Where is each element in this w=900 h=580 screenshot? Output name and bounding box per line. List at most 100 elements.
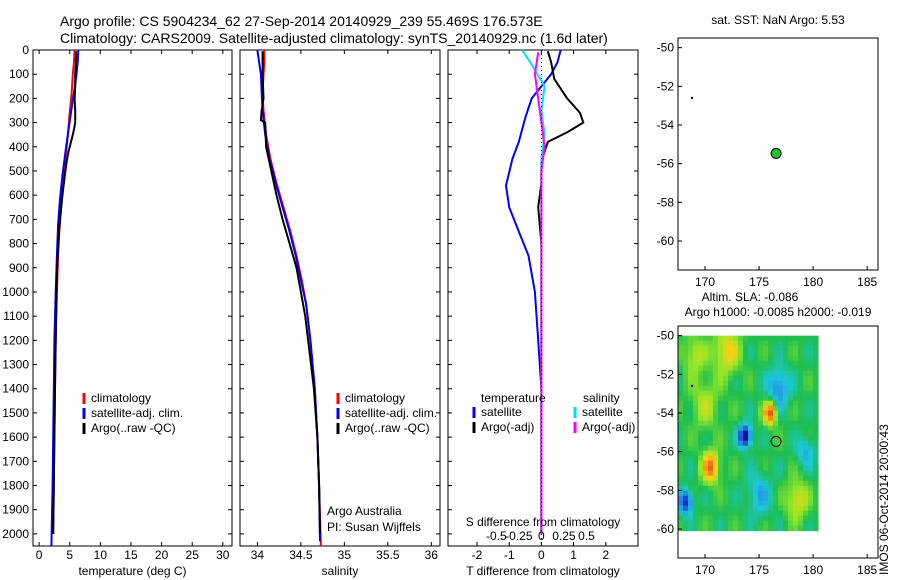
sla-cell [688, 470, 694, 477]
sla-cell [738, 370, 744, 377]
sla-cell [683, 485, 689, 492]
sla-cell [763, 405, 769, 412]
salinity-xtick-label: 35.5 [376, 548, 400, 562]
sla-cell [773, 520, 779, 527]
sla-cell [723, 345, 729, 352]
sla-cell [808, 390, 814, 397]
sla-cell [688, 350, 694, 357]
temperature-ytick-label: 1800 [2, 479, 29, 493]
sla-cell [708, 500, 714, 507]
sla-cell [743, 520, 749, 527]
sla-cell [683, 520, 689, 527]
sla-cell [798, 525, 804, 532]
difference-xtick-label: 1 [570, 548, 577, 562]
sla-cell [713, 490, 719, 497]
sla-cell [783, 350, 789, 357]
sla-cell [678, 520, 684, 527]
sla-cell [768, 380, 774, 387]
sla-cell [708, 340, 714, 347]
sla-cell [793, 490, 799, 497]
sla-cell [683, 430, 689, 437]
sla-cell [773, 440, 779, 447]
sla-cell [783, 370, 789, 377]
sla-cell [763, 390, 769, 397]
sla-cell [758, 430, 764, 437]
sla-cell [728, 370, 734, 377]
sla-cell [723, 480, 729, 487]
sla-cell [738, 520, 744, 527]
sla-cell [803, 395, 809, 402]
sla-cell [688, 480, 694, 487]
sla-cell [748, 520, 754, 527]
temperature-ytick-label: 700 [9, 212, 29, 226]
sla-cell [803, 335, 809, 342]
sla-cell [728, 460, 734, 467]
sla-cell [688, 405, 694, 412]
sla-cell [743, 385, 749, 392]
sla-cell [743, 455, 749, 462]
sla-cell [783, 390, 789, 397]
sla-cell [733, 375, 739, 382]
sla-cell [723, 420, 729, 427]
sla-cell [688, 475, 694, 482]
sla-cell [778, 490, 784, 497]
sla-cell [748, 480, 754, 487]
sla-cell [793, 520, 799, 527]
sla-cell [738, 415, 744, 422]
sla-cell [698, 395, 704, 402]
sla-cell [678, 385, 684, 392]
sla-cell [738, 375, 744, 382]
sla-cell [728, 385, 734, 392]
sla-cell [813, 445, 819, 452]
sla-cell [768, 490, 774, 497]
diff-legend-t-argo-label: Argo(-adj) [481, 420, 534, 434]
sla-cell [783, 360, 789, 367]
difference-xtick-label: 0 [538, 548, 545, 562]
sla-cell [803, 340, 809, 347]
sla-cell [788, 480, 794, 487]
sla-cell [803, 485, 809, 492]
sla-cell [783, 400, 789, 407]
sla-cell [778, 495, 784, 502]
sla-cell [778, 485, 784, 492]
sla-cell [813, 415, 819, 422]
sla-cell [678, 525, 684, 532]
sla-cell [798, 390, 804, 397]
sla-cell [768, 335, 774, 342]
sla-cell [733, 435, 739, 442]
sla-cell [748, 500, 754, 507]
sla-cell [738, 400, 744, 407]
sla-cell [748, 510, 754, 517]
sla-cell [808, 485, 814, 492]
sla-cell [703, 480, 709, 487]
sla-cell [693, 425, 699, 432]
sla-cell [788, 435, 794, 442]
sla-cell [698, 435, 704, 442]
sla-cell [793, 385, 799, 392]
sla-cell [713, 410, 719, 417]
difference-s-tick-label: 0 [538, 529, 545, 543]
sla_map-ytick-label: -60 [657, 522, 675, 536]
sla-cell [728, 390, 734, 397]
sla-cell [793, 405, 799, 412]
sla-cell [688, 430, 694, 437]
sla-cell [803, 455, 809, 462]
sst_map-xtick-label: 175 [749, 275, 769, 289]
sla-cell [703, 475, 709, 482]
sla-cell [688, 385, 694, 392]
sla-cell [728, 515, 734, 522]
sla-cell [803, 475, 809, 482]
sla-cell [803, 410, 809, 417]
sla-cell [678, 415, 684, 422]
sla-cell [808, 350, 814, 357]
sla-cell [678, 375, 684, 382]
sla-cell [788, 445, 794, 452]
sla-cell [738, 485, 744, 492]
sla-cell [708, 410, 714, 417]
sla-cell [733, 350, 739, 357]
sla-cell [708, 450, 714, 457]
sla-cell [783, 375, 789, 382]
sla-cell [793, 475, 799, 482]
sla-cell [763, 505, 769, 512]
sla-cell [738, 425, 744, 432]
